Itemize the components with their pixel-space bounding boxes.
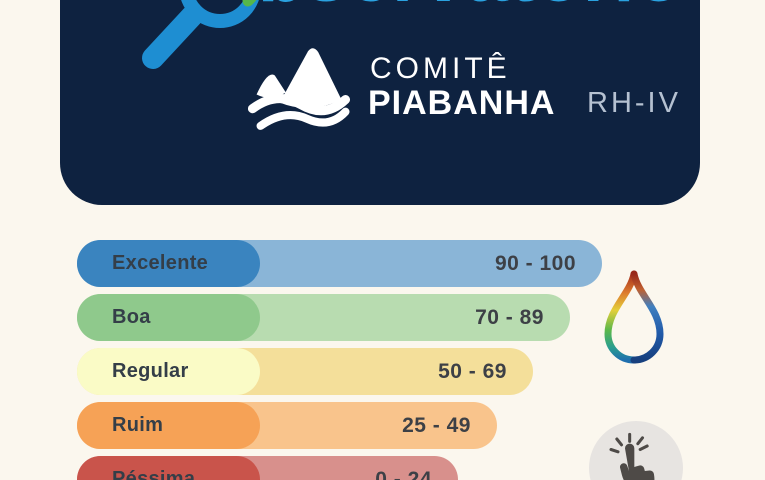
- scale-row: Ruim 25 - 49: [77, 402, 497, 449]
- scale-range: 90 - 100: [494, 252, 576, 275]
- scale-label: Ruim: [112, 414, 164, 436]
- scale-label-pill: Péssima: [77, 456, 260, 480]
- scale-label: Excelente: [112, 252, 209, 274]
- scale-row: Boa 70 - 89: [77, 294, 570, 341]
- quality-scale: Excelente 90 - 100 Boa 70 - 89 Regular 50 - 6…: [77, 240, 637, 480]
- scale-label-pill: Boa: [77, 294, 260, 341]
- mountain-wave-logo-icon: [248, 48, 350, 130]
- scale-row: Regular 50 - 69: [77, 348, 533, 395]
- tap-hand-icon: [609, 432, 655, 480]
- region-code: RH-IV: [587, 87, 681, 119]
- scale-range: 25 - 49: [402, 414, 471, 437]
- scale-row: Excelente 90 - 100: [77, 240, 602, 287]
- org-name-line2: PIABANHA: [368, 84, 556, 122]
- tap-hint-button[interactable]: [589, 421, 683, 480]
- scale-range: 50 - 69: [438, 360, 507, 383]
- water-drop-icon: [604, 270, 664, 364]
- header-banner: bservatório COMITÊ PIABANHA RH-IV: [60, 0, 700, 205]
- scale-label-pill: Regular: [77, 348, 260, 395]
- org-name-line1: COMITÊ: [370, 52, 511, 85]
- scale-range: 70 - 89: [475, 306, 544, 329]
- scale-range: 0 - 24: [375, 468, 432, 480]
- scale-row: Péssima 0 - 24: [77, 456, 458, 480]
- scale-label-pill: Ruim: [77, 402, 260, 449]
- scale-label: Boa: [112, 306, 151, 328]
- scale-label: Péssima: [112, 468, 196, 480]
- scale-label-pill: Excelente: [77, 240, 260, 287]
- magnifier-icon: [142, 0, 259, 69]
- scale-label: Regular: [112, 360, 189, 382]
- page-title: bservatório: [258, 0, 683, 16]
